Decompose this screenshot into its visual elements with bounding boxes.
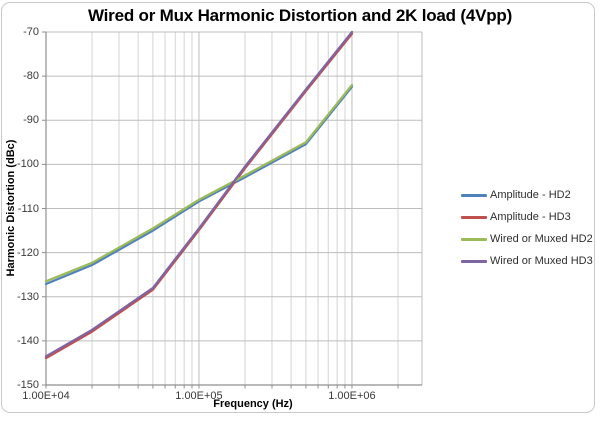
major-gridlines xyxy=(46,31,423,385)
series-line-amplitude-hd2 xyxy=(44,85,354,286)
series-line-wired-or-muxed-hd3 xyxy=(44,30,354,358)
legend-swatch-amplitude-hd3 xyxy=(461,215,487,219)
y-tick-label: -130 xyxy=(16,290,39,303)
legend-swatch-wired-or-muxed-hd2 xyxy=(461,237,487,241)
x-tick-label: 1.00E+06 xyxy=(328,390,376,402)
x-axis-title: Frequency (Hz) xyxy=(213,398,293,410)
legend-label: Wired or Muxed HD3 xyxy=(490,255,593,267)
chart-title: Wired or Mux Harmonic Distortion and 2K … xyxy=(87,6,513,25)
legend-item-amplitude-hd2: Amplitude - HD2 xyxy=(461,188,593,202)
series-line-wired-or-muxed-hd2 xyxy=(44,83,354,283)
tick-marks xyxy=(42,31,399,389)
legend-item-wired-or-muxed-hd2: Wired or Muxed HD2 xyxy=(461,232,593,246)
y-tick-label: -90 xyxy=(23,114,39,127)
chart-border xyxy=(1,2,595,413)
legend-label: Wired or Muxed HD2 xyxy=(490,233,593,245)
y-tick-label: -70 xyxy=(23,26,39,38)
y-tick-label: -80 xyxy=(23,70,39,83)
x-tick-label: 1.00E+05 xyxy=(175,390,223,402)
y-tick-label: -100 xyxy=(16,158,39,171)
y-tick-label: -140 xyxy=(16,334,39,347)
legend-item-amplitude-hd3: Amplitude - HD3 xyxy=(461,210,593,224)
legend-swatch-wired-or-muxed-hd3 xyxy=(461,259,487,263)
legend: Amplitude - HD2 Amplitude - HD3 Wired or M… xyxy=(461,188,593,276)
y-tick-label: -110 xyxy=(17,202,39,215)
legend-item-wired-or-muxed-hd3: Wired or Muxed HD3 xyxy=(461,254,593,268)
x-tick-label: 1.00E+04 xyxy=(22,390,70,402)
y-tick-label: -150 xyxy=(16,379,39,391)
legend-swatch-amplitude-hd2 xyxy=(461,193,487,197)
legend-label: Amplitude - HD3 xyxy=(490,211,571,223)
data-series xyxy=(44,30,354,360)
y-tick-label: -120 xyxy=(16,246,39,259)
legend-label: Amplitude - HD2 xyxy=(490,189,571,201)
